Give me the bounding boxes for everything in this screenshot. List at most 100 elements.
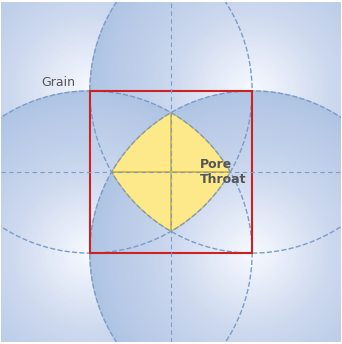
- Circle shape: [222, 61, 282, 121]
- Circle shape: [117, 118, 342, 344]
- Circle shape: [130, 131, 342, 344]
- Circle shape: [6, 169, 174, 337]
- Circle shape: [52, 215, 128, 291]
- Circle shape: [95, 0, 342, 248]
- Circle shape: [171, 10, 333, 172]
- Circle shape: [128, 129, 342, 344]
- Circle shape: [0, 0, 225, 226]
- Circle shape: [87, 250, 93, 256]
- Circle shape: [14, 178, 166, 329]
- Circle shape: [144, 145, 342, 344]
- Circle shape: [117, 0, 342, 226]
- Circle shape: [0, 126, 217, 344]
- Circle shape: [141, 0, 342, 202]
- Circle shape: [217, 218, 287, 288]
- Circle shape: [120, 0, 342, 223]
- Circle shape: [163, 164, 341, 342]
- Circle shape: [225, 64, 279, 118]
- Circle shape: [206, 45, 298, 137]
- Circle shape: [174, 175, 330, 332]
- Circle shape: [0, 0, 209, 210]
- Circle shape: [1, 164, 179, 342]
- Circle shape: [114, 0, 342, 229]
- Circle shape: [209, 210, 295, 296]
- Circle shape: [214, 53, 290, 129]
- Circle shape: [0, 0, 185, 185]
- Circle shape: [198, 37, 306, 145]
- Circle shape: [76, 239, 103, 267]
- Circle shape: [239, 239, 266, 267]
- Circle shape: [19, 183, 160, 323]
- Circle shape: [111, 112, 342, 344]
- Circle shape: [222, 223, 282, 283]
- Circle shape: [0, 0, 193, 194]
- Circle shape: [0, 161, 182, 344]
- Circle shape: [147, 148, 342, 344]
- Bar: [90, 91, 252, 253]
- Circle shape: [44, 45, 136, 137]
- Circle shape: [171, 172, 333, 334]
- Circle shape: [241, 242, 263, 264]
- Circle shape: [166, 4, 339, 178]
- Circle shape: [90, 0, 342, 253]
- Circle shape: [163, 2, 341, 180]
- Circle shape: [17, 18, 163, 164]
- Circle shape: [220, 221, 285, 286]
- Circle shape: [0, 140, 203, 344]
- Circle shape: [9, 172, 171, 334]
- Circle shape: [28, 191, 152, 315]
- Circle shape: [57, 58, 122, 123]
- Circle shape: [236, 237, 268, 269]
- Circle shape: [201, 202, 303, 304]
- Circle shape: [0, 0, 182, 183]
- Circle shape: [60, 61, 120, 121]
- Circle shape: [49, 213, 130, 294]
- Circle shape: [66, 67, 114, 115]
- Circle shape: [157, 0, 342, 185]
- Circle shape: [101, 0, 342, 242]
- Circle shape: [149, 0, 342, 194]
- Circle shape: [233, 234, 271, 272]
- Circle shape: [203, 204, 301, 302]
- Circle shape: [174, 12, 330, 169]
- Circle shape: [155, 0, 342, 188]
- Circle shape: [155, 156, 342, 344]
- Circle shape: [93, 94, 342, 344]
- Circle shape: [166, 166, 339, 340]
- Circle shape: [66, 229, 114, 277]
- Circle shape: [114, 115, 342, 344]
- Circle shape: [228, 229, 276, 277]
- Circle shape: [0, 0, 244, 245]
- Circle shape: [0, 123, 220, 344]
- Circle shape: [144, 0, 342, 199]
- Circle shape: [19, 21, 160, 161]
- Circle shape: [0, 115, 228, 344]
- Circle shape: [12, 12, 168, 169]
- Circle shape: [0, 0, 203, 204]
- Circle shape: [244, 83, 260, 99]
- Circle shape: [74, 75, 106, 107]
- Circle shape: [39, 202, 141, 304]
- Circle shape: [201, 40, 303, 142]
- Circle shape: [0, 159, 185, 344]
- Polygon shape: [111, 112, 231, 232]
- Circle shape: [168, 7, 336, 175]
- Circle shape: [249, 88, 255, 94]
- Circle shape: [63, 226, 117, 280]
- Circle shape: [195, 34, 309, 148]
- Circle shape: [136, 0, 342, 207]
- Circle shape: [233, 72, 271, 110]
- Circle shape: [0, 137, 206, 344]
- Circle shape: [28, 29, 152, 153]
- Circle shape: [0, 0, 228, 229]
- Circle shape: [241, 80, 263, 102]
- Circle shape: [25, 188, 155, 318]
- Circle shape: [168, 169, 336, 337]
- Circle shape: [0, 142, 201, 344]
- Circle shape: [190, 191, 314, 315]
- Circle shape: [98, 0, 342, 245]
- Circle shape: [106, 107, 342, 344]
- Circle shape: [0, 0, 239, 239]
- Circle shape: [25, 26, 155, 156]
- Circle shape: [220, 58, 285, 123]
